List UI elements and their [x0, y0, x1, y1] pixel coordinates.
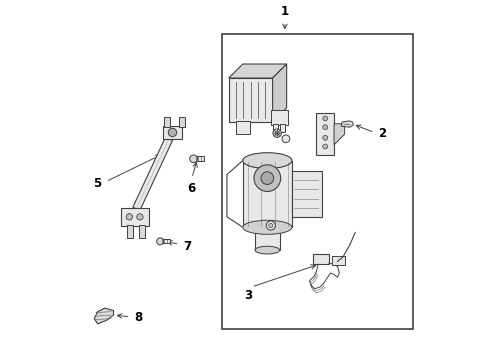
Bar [179, 117, 185, 127]
Circle shape [282, 135, 289, 143]
Text: 3: 3 [244, 289, 251, 302]
Text: 6: 6 [187, 182, 196, 195]
Bar [272, 125, 277, 134]
Circle shape [168, 128, 176, 137]
Circle shape [189, 155, 197, 163]
Text: 5: 5 [93, 177, 102, 190]
Circle shape [266, 221, 275, 230]
Ellipse shape [242, 220, 291, 234]
Ellipse shape [242, 153, 291, 168]
Polygon shape [133, 137, 172, 211]
Text: 4: 4 [271, 65, 280, 78]
Polygon shape [272, 64, 286, 122]
Circle shape [272, 129, 281, 138]
Bar [279, 125, 285, 132]
Text: 1: 1 [280, 5, 288, 18]
Polygon shape [94, 308, 113, 324]
Bar [242, 161, 291, 227]
Ellipse shape [255, 246, 279, 254]
Bar [160, 239, 170, 243]
Bar [235, 121, 249, 134]
Bar [316, 113, 333, 155]
Bar [163, 126, 182, 139]
Bar [312, 254, 328, 264]
Circle shape [253, 165, 280, 192]
Bar [126, 225, 133, 238]
Circle shape [322, 116, 327, 121]
Polygon shape [340, 121, 353, 127]
Circle shape [274, 131, 279, 135]
Bar [255, 226, 279, 250]
Polygon shape [333, 124, 344, 145]
Bar [221, 34, 412, 329]
Circle shape [137, 214, 142, 220]
Bar [193, 156, 203, 161]
Circle shape [268, 224, 272, 228]
Polygon shape [228, 64, 286, 78]
Circle shape [261, 172, 273, 184]
Bar [164, 117, 170, 127]
Circle shape [322, 135, 327, 140]
Bar [228, 78, 272, 122]
Circle shape [156, 238, 163, 245]
Circle shape [322, 125, 327, 130]
Text: 7: 7 [183, 240, 191, 253]
Text: 2: 2 [377, 127, 385, 140]
Bar [270, 110, 288, 126]
Bar [291, 171, 321, 217]
Bar [139, 225, 145, 238]
Bar [332, 256, 344, 265]
Circle shape [126, 214, 132, 220]
Bar [121, 208, 148, 226]
Text: 8: 8 [134, 311, 142, 324]
Circle shape [322, 144, 327, 149]
